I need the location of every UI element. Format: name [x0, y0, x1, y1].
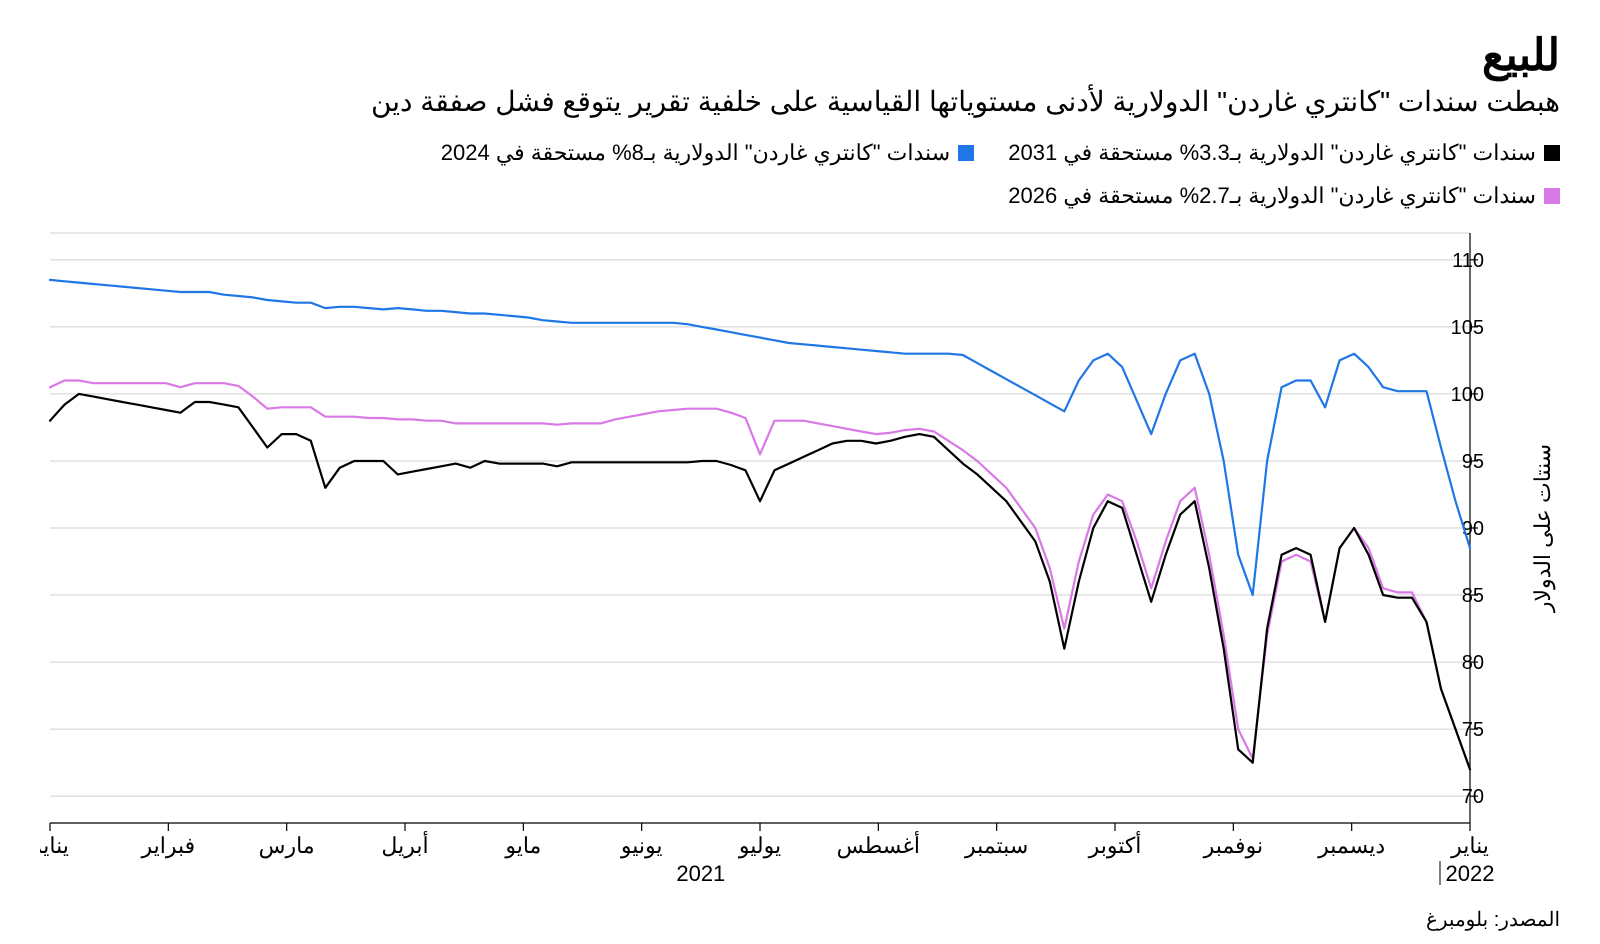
line-chart: 707580859095100105110سنتات على الدولارين… [40, 223, 1560, 903]
svg-text:أغسطس: أغسطس [837, 830, 920, 859]
svg-text:يناير: يناير [40, 833, 69, 859]
svg-text:70: 70 [1462, 787, 1484, 809]
svg-text:أكتوبر: أكتوبر [1088, 830, 1142, 859]
svg-text:نوفمبر: نوفمبر [1203, 833, 1264, 859]
svg-text:يناير: يناير [1450, 833, 1489, 859]
svg-text:95: 95 [1462, 451, 1484, 473]
legend-item-1: سندات "كانتري غاردن" الدولارية بـ8% مستح… [441, 132, 974, 174]
svg-text:فبراير: فبراير [140, 833, 195, 859]
svg-text:سبتمبر: سبتمبر [964, 833, 1028, 859]
legend: سندات "كانتري غاردن" الدولارية بـ3.3% مس… [40, 132, 1560, 217]
chart-source: المصدر: بلومبرغ [40, 907, 1560, 932]
legend-label-2: سندات "كانتري غاردن" الدولارية بـ2.7% مس… [1008, 175, 1536, 217]
svg-text:يوليو: يوليو [738, 833, 781, 859]
chart-area: 707580859095100105110سنتات على الدولارين… [40, 223, 1560, 903]
svg-text:مارس: مارس [259, 833, 315, 859]
svg-text:يونيو: يونيو [620, 833, 663, 859]
svg-text:ديسمبر: ديسمبر [1317, 833, 1385, 859]
legend-label-1: سندات "كانتري غاردن" الدولارية بـ8% مستح… [441, 132, 950, 174]
series-bond-2031-3.3pct [50, 394, 1470, 770]
legend-label-0: سندات "كانتري غاردن" الدولارية بـ3.3% مس… [1008, 132, 1536, 174]
svg-text:85: 85 [1462, 585, 1484, 607]
series-bond-2026-2.7pct [50, 381, 1470, 770]
svg-text:2021: 2021 [676, 861, 725, 886]
svg-text:75: 75 [1462, 720, 1484, 742]
chart-subtitle: هبطت سندات "كانتري غاردن" الدولارية لأدن… [40, 85, 1560, 118]
chart-title: للبيع [40, 30, 1560, 81]
svg-text:110: 110 [1452, 250, 1484, 272]
legend-swatch-2 [1544, 188, 1560, 204]
svg-text:100: 100 [1451, 384, 1484, 406]
legend-item-2: سندات "كانتري غاردن" الدولارية بـ2.7% مس… [1008, 175, 1560, 217]
svg-text:أبريل: أبريل [381, 830, 428, 859]
svg-text:مايو: مايو [504, 833, 541, 859]
svg-text:105: 105 [1451, 317, 1484, 339]
svg-text:2022: 2022 [1446, 861, 1495, 886]
svg-text:سنتات على الدولار: سنتات على الدولار [1530, 444, 1556, 613]
legend-item-0: سندات "كانتري غاردن" الدولارية بـ3.3% مس… [1008, 132, 1560, 174]
svg-text:80: 80 [1462, 652, 1484, 674]
legend-swatch-1 [958, 145, 974, 161]
legend-swatch-0 [1544, 145, 1560, 161]
